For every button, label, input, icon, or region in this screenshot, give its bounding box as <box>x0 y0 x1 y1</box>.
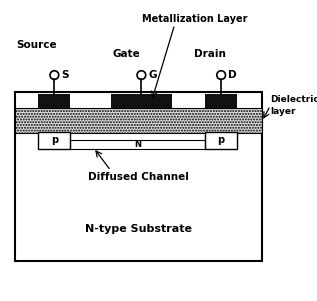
Bar <box>205 94 237 108</box>
Text: Metallization Layer: Metallization Layer <box>142 14 248 23</box>
Bar <box>38 132 70 149</box>
Text: N: N <box>134 140 141 149</box>
Text: p: p <box>51 135 58 145</box>
Text: Gate: Gate <box>113 49 141 59</box>
Bar <box>111 94 172 108</box>
Bar <box>38 94 70 108</box>
Bar <box>205 132 237 149</box>
Text: N-type Substrate: N-type Substrate <box>85 224 192 234</box>
Bar <box>15 108 262 133</box>
Bar <box>15 92 262 261</box>
Text: S: S <box>61 70 69 80</box>
Text: Drain: Drain <box>194 49 225 59</box>
Text: p: p <box>217 135 225 145</box>
Text: G: G <box>149 70 157 80</box>
Text: Source: Source <box>16 40 57 51</box>
Text: Dielectric
layer: Dielectric layer <box>270 95 317 116</box>
Text: Diffused Channel: Diffused Channel <box>88 172 189 182</box>
Text: D: D <box>228 70 237 80</box>
